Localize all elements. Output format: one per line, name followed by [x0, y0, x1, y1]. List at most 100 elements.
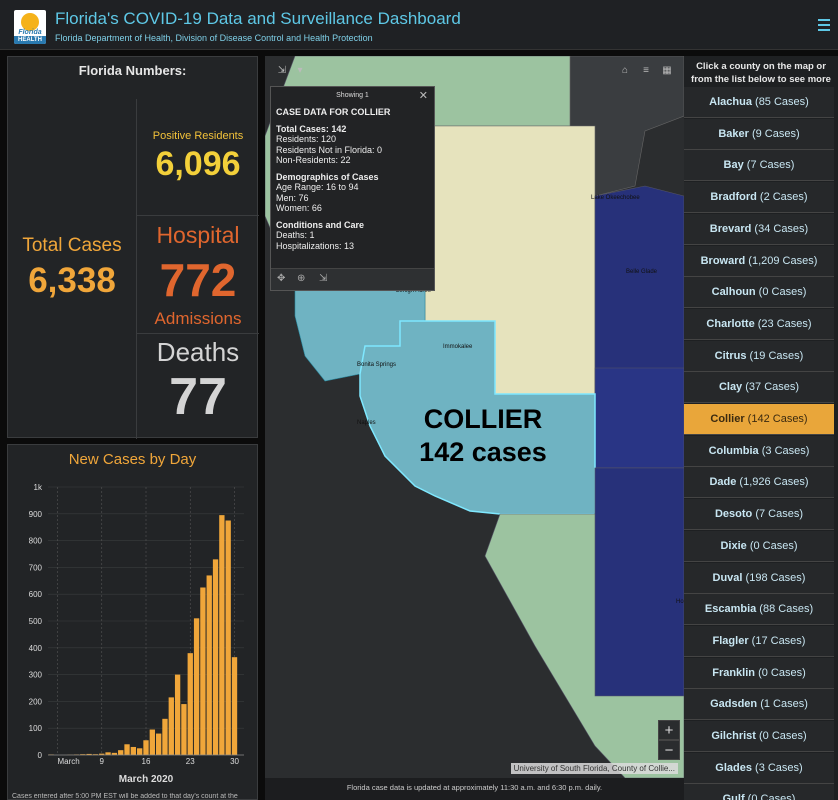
map-canvas[interactable] — [265, 56, 684, 778]
county-item-alachua[interactable]: Alachua (85 Cases) — [684, 87, 834, 118]
county-item-flagler[interactable]: Flagler (17 Cases) — [684, 625, 834, 657]
county-cases: (198 Cases) — [742, 571, 806, 584]
close-icon[interactable]: ✕ — [418, 90, 428, 102]
basemap-gallery-icon[interactable]: ▦ — [662, 65, 672, 76]
county-item-glades[interactable]: Glades (3 Cases) — [684, 752, 834, 784]
county-cases: (7 Cases) — [743, 159, 795, 172]
select-icon[interactable]: ⇲ — [277, 65, 287, 76]
bar-day-15 — [137, 748, 143, 755]
county-item-desoto[interactable]: Desoto (7 Cases) — [684, 499, 834, 531]
county-item-franklin[interactable]: Franklin (0 Cases) — [684, 657, 834, 689]
pan-icon[interactable]: ✥ — [277, 273, 286, 284]
county-cases: (37 Cases) — [742, 381, 800, 394]
county-item-bay[interactable]: Bay (7 Cases) — [684, 150, 834, 182]
county-item-baker[interactable]: Baker (9 Cases) — [684, 118, 834, 150]
county-map[interactable]: Lake Okeechobee Belle Glade Lehigh Acres… — [265, 56, 684, 778]
y-tick-label: 600 — [29, 590, 43, 599]
county-name: Bay — [723, 159, 744, 172]
county-name: Flagler — [712, 634, 749, 647]
florida-health-logo: Florida HEALTH — [14, 10, 46, 44]
county-cases: (19 Cases) — [746, 349, 804, 362]
bar-day-9 — [99, 753, 105, 755]
county-item-brevard[interactable]: Brevard (34 Cases) — [684, 213, 834, 245]
bar-day-13 — [124, 744, 130, 755]
new-cases-bar-chart[interactable]: 0 100 200 300 400 500 600 700 800 900 1k March 9 16 23… — [8, 475, 259, 793]
new-cases-chart-panel: New Cases by Day 0 100 200 300 400 500 600 700 8… — [7, 444, 258, 800]
county-name: Charlotte — [706, 317, 755, 330]
popup-total: Total Cases: 142 — [276, 123, 347, 134]
county-header-line: Click a county on the map or — [696, 61, 826, 72]
layer-list-icon[interactable]: ≡ — [643, 65, 649, 76]
county-cases: (3 Cases) — [751, 761, 803, 774]
bar-day-27 — [212, 559, 219, 755]
bar-day-22 — [181, 704, 187, 755]
county-cases: (0 Cases) — [755, 730, 807, 742]
county-item-broward[interactable]: Broward (1,209 Cases) — [684, 245, 834, 277]
county-cases: (1 Cases) — [757, 698, 808, 711]
zoom-in-button[interactable]: + — [658, 720, 680, 740]
y-tick-label: 100 — [29, 724, 43, 733]
county-name: Broward — [700, 254, 746, 267]
county-item-gulf[interactable]: Gulf (0 Cases) — [684, 784, 834, 800]
county-header-line: from the list below to see more — [691, 74, 831, 85]
county-item-dixie[interactable]: Dixie (0 Cases) — [684, 530, 834, 562]
county-item-collier[interactable]: Collier (142 Cases) — [684, 404, 834, 435]
county-name: Bradford — [710, 191, 757, 204]
county-cases: (0 Cases) — [744, 793, 796, 800]
bar-day-16 — [143, 740, 149, 755]
county-name: Columbia — [708, 444, 759, 457]
county-item-calhoun[interactable]: Calhoun (0 Cases) — [684, 277, 834, 309]
hamburger-menu-icon[interactable] — [818, 19, 830, 31]
bar-day-25 — [200, 587, 206, 755]
zoom-out-button[interactable]: − — [658, 740, 680, 760]
county-name: Desoto — [714, 508, 753, 521]
county-name: Franklin — [712, 666, 756, 679]
county-item-gilchrist[interactable]: Gilchrist (0 Cases) — [684, 721, 834, 752]
place-label: Bonita Springs — [357, 362, 397, 368]
chart-title: New Cases by Day — [68, 451, 197, 468]
county-item-columbia[interactable]: Columbia (3 Cases) — [684, 435, 834, 467]
bar-day-21 — [174, 674, 181, 755]
county-item-charlotte[interactable]: Charlotte (23 Cases) — [684, 308, 834, 340]
popup-residents: Residents: 120 — [276, 134, 337, 144]
chevron-down-icon[interactable]: ▾ — [297, 65, 303, 76]
county-cases: (34 Cases) — [751, 222, 809, 235]
county-item-bradford[interactable]: Bradford (2 Cases) — [684, 182, 834, 214]
sun-icon — [21, 13, 39, 31]
place-label: Belle Glade — [626, 269, 658, 275]
county-cases: (0 Cases) — [746, 539, 798, 552]
county-item-escambia[interactable]: Escambia (88 Cases) — [684, 594, 834, 626]
bar-day-11 — [111, 752, 118, 755]
popup-men: Men: 76 — [276, 192, 309, 203]
hospital-label: Hospital — [156, 222, 240, 248]
bar-day-24 — [193, 618, 200, 755]
county-cases: (9 Cases) — [748, 127, 800, 140]
popup-demo-title: Demographics of Cases — [276, 171, 379, 182]
place-label: Ho — [676, 599, 684, 605]
county-item-dade[interactable]: Dade (1,926 Cases) — [684, 467, 834, 499]
logo-subtext: HEALTH — [14, 36, 46, 44]
popup-not-in-fl: Residents Not in Florida: 0 — [276, 144, 383, 155]
county-list-panel: Click a county on the map or from the li… — [684, 56, 838, 800]
y-tick-label: 900 — [29, 510, 43, 519]
popup-footer: ✥ ⊕ ⇲ — [271, 268, 434, 290]
county-item-gadsden[interactable]: Gadsden (1 Cases) — [684, 689, 834, 721]
y-tick-label: 300 — [29, 671, 43, 680]
county-cases: (7 Cases) — [752, 508, 804, 521]
select-icon[interactable]: ⇲ — [319, 273, 328, 284]
map-attribution: University of South Florida, County of C… — [510, 763, 678, 774]
zoom-to-icon[interactable]: ⊕ — [297, 273, 306, 284]
county-name: Escambia — [704, 603, 757, 616]
y-tick-label: 0 — [38, 751, 43, 760]
county-item-duval[interactable]: Duval (198 Cases) — [684, 562, 834, 594]
popup-header: Showing 1 ✕ — [271, 87, 434, 105]
home-icon[interactable]: ⌂ — [621, 65, 629, 76]
county-item-citrus[interactable]: Citrus (19 Cases) — [684, 340, 834, 372]
county-item-clay[interactable]: Clay (37 Cases) — [684, 372, 834, 404]
county-name: Glades — [715, 761, 752, 774]
county-name: Collier — [710, 413, 745, 425]
app-title: Florida's COVID-19 Data and Surveillance… — [55, 9, 461, 28]
florida-numbers-panel: Florida Numbers: Total Cases 6,338 Posit… — [7, 56, 259, 439]
popup-women: Women: 66 — [276, 203, 322, 213]
